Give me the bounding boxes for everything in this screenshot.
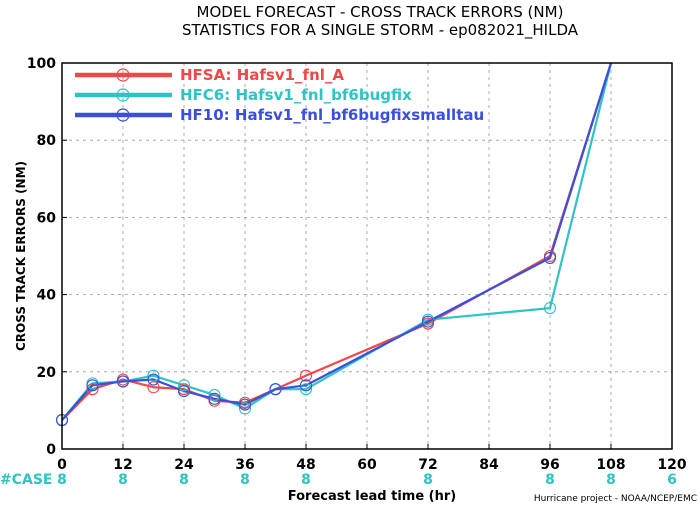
case-count: 8 xyxy=(301,472,311,488)
legend: HFSA: Hafsv1_fnl_A HFC6: Hafsv1_fnl_bf6bu… xyxy=(75,66,484,124)
grid xyxy=(62,63,672,449)
y-tick-labels: 0 20 40 60 80 100 xyxy=(27,56,67,458)
legend-entry: HFSA: Hafsv1_fnl_A xyxy=(180,66,344,84)
y-tick-label: 20 xyxy=(37,365,57,381)
chart-subtitle: STATISTICS FOR A SINGLE STORM - ep082021… xyxy=(182,21,579,40)
x-tick-label: 12 xyxy=(113,457,132,473)
series-point xyxy=(147,369,160,382)
y-tick-label: 100 xyxy=(27,56,56,72)
series-point xyxy=(299,379,313,392)
series-point xyxy=(238,402,252,415)
legend-entry: HF10: Hafsv1_fnl_bf6bugfixsmalltau xyxy=(180,106,484,124)
series-point xyxy=(177,385,191,398)
case-count: 8 xyxy=(240,472,250,488)
x-axis-label: Forecast lead time (hr) xyxy=(288,489,456,504)
x-tick-label: 72 xyxy=(418,457,437,473)
series-point xyxy=(116,375,130,388)
x-tick-label: 60 xyxy=(357,457,377,473)
series-point xyxy=(86,379,99,392)
y-tick-label: 40 xyxy=(37,288,57,304)
case-count: 8 xyxy=(606,472,616,488)
x-tick-label: 84 xyxy=(479,457,499,473)
case-count: 8 xyxy=(545,472,555,488)
series-point xyxy=(208,392,221,405)
case-count: 8 xyxy=(57,472,67,488)
series-point xyxy=(147,381,160,394)
x-tick-label: 120 xyxy=(657,457,686,473)
y-tick-label: 0 xyxy=(46,442,56,458)
credit-text: Hurricane project - NOAA/NCEP/EMC xyxy=(534,494,697,504)
series-point xyxy=(238,398,252,411)
case-count-label: #CASE xyxy=(0,472,53,488)
chart-title: MODEL FORECAST - CROSS TRACK ERRORS (NM) xyxy=(197,3,564,21)
series-point xyxy=(299,383,313,396)
case-count: 6 xyxy=(667,472,677,488)
legend-swatch-marker xyxy=(116,88,130,102)
x-tick-label: 24 xyxy=(174,457,194,473)
case-count: 8 xyxy=(118,472,128,488)
x-tick-label: 96 xyxy=(540,457,559,473)
case-count: 8 xyxy=(423,472,433,488)
series-point xyxy=(208,388,221,402)
series-point xyxy=(543,302,557,315)
x-tick-label: 48 xyxy=(296,457,315,473)
x-tick-label: 108 xyxy=(596,457,625,473)
series-markers xyxy=(55,249,557,427)
x-tick-labels: 0 12 24 36 48 60 72 84 96 108 120 xyxy=(57,444,687,473)
legend-entry: HFC6: Hafsv1_fnl_bf6bugfix xyxy=(180,86,412,104)
y-axis-label: CROSS TRACK ERRORS (NM) xyxy=(14,161,28,351)
case-count: 8 xyxy=(179,472,189,488)
series-point xyxy=(269,383,282,396)
legend-swatch-marker xyxy=(116,108,130,122)
x-tick-label: 0 xyxy=(57,457,67,473)
series-point xyxy=(86,383,99,396)
y-tick-label: 60 xyxy=(37,210,57,226)
case-counts: 8 8 8 8 8 8 8 8 6 xyxy=(57,472,677,488)
y-tick-label: 80 xyxy=(37,133,57,149)
series-point xyxy=(299,369,313,382)
series-point xyxy=(421,315,435,328)
series-point xyxy=(543,251,557,264)
legend-swatch-marker xyxy=(116,68,130,82)
series-point xyxy=(177,379,191,392)
series-point xyxy=(147,373,160,386)
x-tick-label: 36 xyxy=(235,457,254,473)
